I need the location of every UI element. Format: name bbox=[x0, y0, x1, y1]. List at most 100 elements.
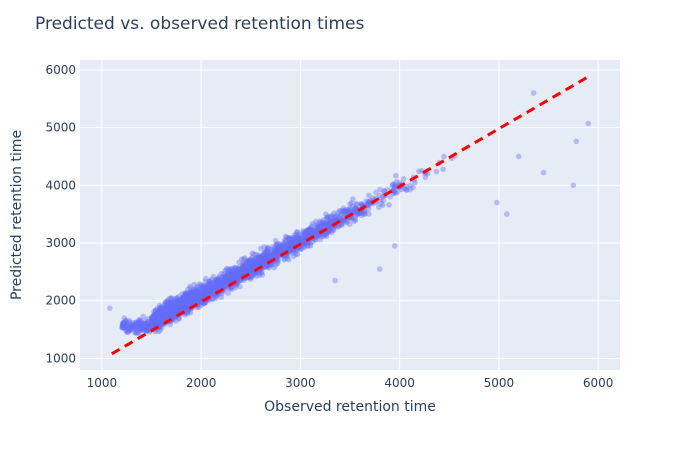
data-point bbox=[144, 323, 150, 330]
data-point bbox=[280, 245, 287, 251]
data-point bbox=[169, 306, 176, 313]
data-point bbox=[259, 272, 266, 278]
data-point bbox=[252, 270, 259, 276]
data-point bbox=[157, 316, 164, 323]
data-point bbox=[267, 253, 274, 259]
data-point bbox=[183, 291, 189, 297]
data-point bbox=[178, 303, 185, 310]
data-point bbox=[377, 266, 383, 272]
data-point bbox=[302, 232, 309, 239]
data-point bbox=[217, 281, 224, 287]
data-point bbox=[185, 291, 192, 298]
data-point bbox=[167, 309, 174, 315]
data-point bbox=[299, 238, 305, 244]
data-point bbox=[197, 294, 203, 300]
data-point bbox=[250, 259, 256, 266]
data-point bbox=[187, 289, 194, 296]
data-point bbox=[145, 320, 151, 327]
data-point bbox=[235, 275, 242, 282]
data-point bbox=[176, 297, 182, 304]
data-point bbox=[164, 310, 171, 316]
data-point bbox=[218, 282, 225, 289]
data-point bbox=[172, 300, 178, 307]
data-point bbox=[362, 208, 368, 214]
data-point bbox=[185, 298, 192, 304]
data-point bbox=[155, 311, 161, 317]
data-point bbox=[161, 314, 168, 321]
data-point bbox=[172, 296, 179, 302]
data-point bbox=[326, 224, 333, 230]
data-point bbox=[289, 240, 296, 246]
data-point bbox=[252, 262, 259, 268]
data-point bbox=[204, 287, 210, 294]
data-point bbox=[166, 311, 172, 318]
data-point bbox=[249, 250, 256, 257]
data-point bbox=[197, 299, 204, 306]
data-point bbox=[144, 327, 150, 334]
data-point bbox=[170, 308, 176, 315]
data-point bbox=[154, 310, 161, 316]
data-point bbox=[206, 280, 213, 287]
data-point bbox=[157, 312, 164, 319]
data-point bbox=[273, 249, 279, 256]
data-point bbox=[313, 229, 319, 235]
data-point bbox=[208, 276, 215, 283]
data-point bbox=[151, 312, 158, 319]
data-point bbox=[159, 313, 165, 319]
data-point bbox=[277, 248, 284, 254]
data-point bbox=[176, 302, 182, 309]
data-point bbox=[188, 297, 194, 304]
data-point bbox=[207, 291, 214, 297]
data-point bbox=[158, 319, 165, 326]
data-point bbox=[164, 301, 171, 308]
data-point bbox=[182, 295, 188, 302]
data-point bbox=[387, 194, 394, 200]
data-point bbox=[323, 231, 330, 237]
data-point bbox=[173, 306, 180, 312]
data-point bbox=[175, 303, 181, 310]
data-point bbox=[294, 228, 300, 235]
data-point bbox=[256, 257, 262, 264]
data-point bbox=[170, 303, 177, 309]
data-point bbox=[242, 268, 249, 275]
data-point bbox=[124, 320, 130, 327]
data-point bbox=[299, 237, 305, 243]
data-point bbox=[234, 268, 241, 274]
data-point bbox=[122, 319, 128, 325]
data-point bbox=[259, 269, 265, 276]
data-point bbox=[209, 284, 215, 291]
data-point bbox=[248, 266, 255, 273]
data-point bbox=[315, 222, 321, 228]
data-point bbox=[416, 168, 422, 175]
data-point bbox=[139, 321, 146, 328]
data-point bbox=[223, 274, 229, 280]
data-point bbox=[191, 281, 198, 288]
data-point bbox=[225, 290, 231, 297]
data-point bbox=[237, 267, 243, 274]
data-point bbox=[301, 239, 307, 246]
data-point bbox=[253, 260, 260, 266]
data-point bbox=[177, 305, 184, 312]
data-point bbox=[246, 268, 253, 274]
data-point bbox=[144, 316, 151, 322]
data-point bbox=[138, 318, 144, 325]
data-point bbox=[216, 280, 223, 287]
data-point bbox=[187, 298, 193, 305]
data-point bbox=[206, 284, 213, 290]
data-point bbox=[224, 275, 230, 282]
data-point bbox=[233, 273, 240, 280]
data-point bbox=[210, 287, 217, 294]
data-point bbox=[327, 219, 334, 225]
data-point bbox=[225, 271, 231, 278]
data-point bbox=[188, 299, 194, 306]
data-point bbox=[134, 324, 140, 331]
data-point bbox=[264, 253, 271, 260]
data-point bbox=[239, 266, 245, 273]
data-point bbox=[250, 262, 256, 269]
data-point bbox=[163, 307, 169, 313]
data-point bbox=[279, 242, 285, 248]
data-point bbox=[233, 270, 239, 277]
data-point bbox=[194, 294, 200, 301]
data-point bbox=[149, 319, 155, 326]
data-point bbox=[266, 253, 273, 260]
